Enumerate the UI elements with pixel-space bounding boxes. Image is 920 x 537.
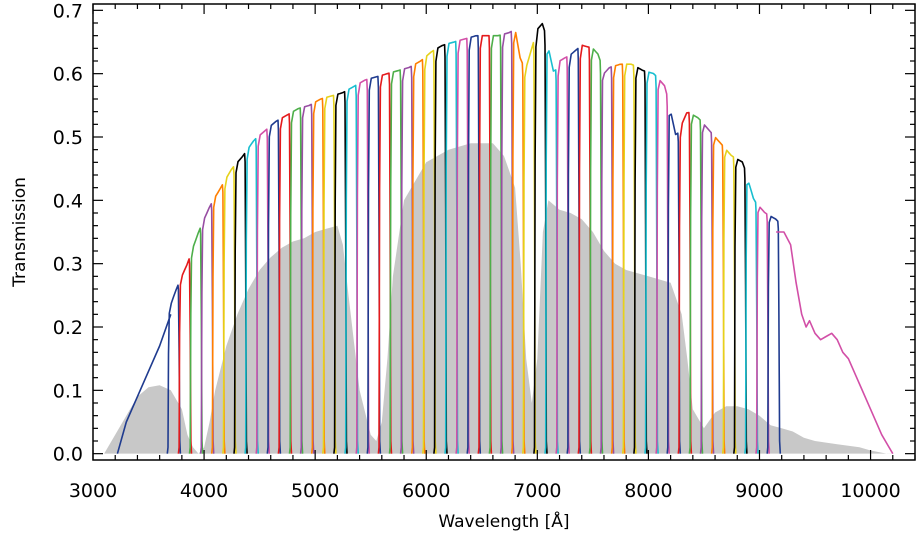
y-tick-label: 0.1 — [53, 380, 83, 402]
y-tick-labels: 0.0 0.1 0.2 0.3 0.4 0.5 0.6 0.7 — [53, 0, 83, 465]
x-tick-label: 9000 — [735, 480, 783, 502]
plot-area — [104, 22, 894, 455]
y-tick-label: 0.3 — [53, 254, 83, 276]
x-tick-label: 6000 — [402, 480, 450, 502]
x-tick-label: 4000 — [180, 480, 228, 502]
plot-frame — [92, 3, 916, 461]
y-tick-label: 0.4 — [53, 190, 83, 212]
x-tick-labels: 3000 4000 5000 6000 7000 8000 9000 10000 — [69, 480, 901, 502]
x-tick-label: 5000 — [291, 480, 339, 502]
x-tick-label: 8000 — [624, 480, 672, 502]
series-line — [116, 314, 172, 454]
y-tick-label: 0.0 — [53, 444, 83, 466]
x-tick-label: 3000 — [69, 480, 117, 502]
filter-curve — [766, 215, 782, 454]
y-tick-label: 0.5 — [53, 127, 83, 149]
y-axis-label: Transmission — [10, 177, 30, 288]
y-tick-label: 0.2 — [53, 317, 83, 339]
x-axis-label: Wavelength [Å] — [438, 510, 569, 532]
x-tick-label: 7000 — [513, 480, 561, 502]
axis-ticks — [92, 4, 916, 460]
x-tick-label: 10000 — [840, 480, 900, 502]
y-tick-label: 0.7 — [53, 0, 83, 22]
series-line — [776, 231, 894, 455]
y-tick-label: 0.6 — [53, 64, 83, 86]
